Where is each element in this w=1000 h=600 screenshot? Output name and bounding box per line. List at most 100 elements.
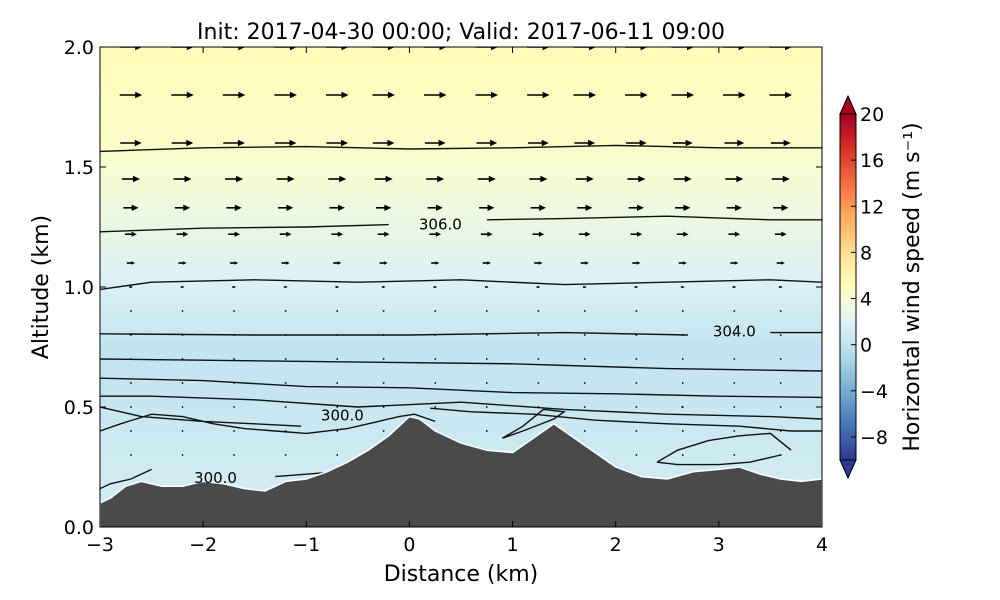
wind-vector — [176, 231, 189, 237]
x-axis-label: Distance (km) — [384, 562, 539, 587]
wind-vector — [724, 139, 745, 147]
wind-vector — [171, 139, 194, 147]
wind-vector — [534, 261, 543, 265]
wind-vector — [779, 430, 782, 432]
wind-vector — [537, 334, 540, 336]
wind-vector — [728, 231, 741, 237]
chart-title: Init: 2017-04-30 00:00; Valid: 2017-06-1… — [197, 20, 725, 45]
wind-vector — [130, 454, 132, 456]
wind-vector — [284, 406, 287, 408]
contour-line — [100, 144, 822, 153]
wind-vector — [583, 334, 586, 336]
wind-vector — [284, 430, 287, 432]
wind-vector — [281, 261, 290, 265]
wind-vector — [671, 47, 695, 51]
wind-vector — [181, 406, 184, 408]
x-tick-label: −3 — [86, 534, 114, 556]
wind-vector — [733, 310, 736, 312]
wind-vector — [733, 406, 736, 408]
wind-vector — [130, 430, 132, 432]
wind-vector — [372, 139, 395, 147]
wind-vector — [382, 430, 385, 432]
x-tick-label: 1 — [507, 534, 519, 556]
wind-vector — [278, 204, 294, 211]
wind-vector — [635, 334, 638, 336]
wind-vector — [583, 358, 586, 360]
wind-vector — [773, 204, 789, 211]
wind-vector — [180, 286, 185, 288]
wind-vector — [733, 382, 736, 384]
wind-vector — [723, 91, 746, 99]
wind-vector — [374, 175, 393, 183]
wind-vector — [119, 47, 143, 51]
wind-vector — [681, 310, 684, 312]
wind-vector — [274, 139, 297, 147]
wind-vector — [171, 91, 194, 99]
wind-vector — [480, 231, 493, 237]
y-axis: 0.0 0.5 1.0 1.5 2.0 — [64, 37, 822, 539]
wind-vector — [681, 334, 684, 336]
wind-vector — [681, 454, 684, 456]
contour-line — [430, 407, 822, 432]
wind-vector — [536, 286, 541, 288]
wind-vector — [672, 139, 693, 147]
wind-vector — [230, 261, 239, 265]
wind-vector — [130, 358, 132, 360]
wind-vector — [779, 310, 782, 312]
wind-vector — [434, 358, 437, 360]
wind-vector — [726, 204, 742, 211]
wind-vector — [233, 430, 235, 432]
wind-vector — [125, 231, 137, 237]
y-tick-label: 2.0 — [64, 37, 94, 59]
contour-line — [100, 468, 152, 490]
wind-vector — [776, 261, 785, 265]
wind-vector — [429, 231, 442, 237]
wind-vector — [336, 430, 339, 432]
wind-vector — [329, 204, 345, 211]
wind-vector — [233, 382, 235, 384]
wind-vector — [336, 454, 339, 456]
wind-vector — [372, 47, 395, 51]
wind-vector — [233, 406, 235, 408]
wind-vector — [171, 47, 194, 51]
x-tick-label: 4 — [816, 534, 828, 556]
wind-vector — [336, 406, 339, 408]
contour-line — [100, 377, 822, 399]
wind-vector — [580, 261, 589, 265]
wind-vector — [532, 231, 545, 237]
wind-vector — [233, 454, 235, 456]
wind-vector — [537, 406, 540, 408]
wind-vector — [778, 286, 783, 288]
wind-vector — [635, 358, 638, 360]
wind-vector — [680, 286, 685, 288]
wind-vector — [733, 454, 736, 456]
wind-vector — [335, 286, 340, 288]
wind-vector — [475, 91, 499, 99]
wind-vector — [577, 204, 593, 211]
wind-vector — [434, 406, 437, 408]
wind-vector — [375, 204, 392, 211]
wind-vector — [382, 406, 385, 408]
wind-vector — [120, 139, 142, 147]
wind-vector — [181, 382, 184, 384]
wind-vector — [284, 334, 287, 336]
colorbar-tick-label: 0 — [860, 335, 872, 357]
wind-vector — [475, 47, 499, 51]
wind-vector — [527, 47, 550, 51]
wind-vector — [181, 310, 184, 312]
contour-line — [656, 454, 781, 466]
wind-vector — [681, 406, 685, 408]
wind-vector — [121, 175, 140, 183]
wind-vector — [382, 334, 385, 336]
wind-vector — [232, 286, 236, 288]
colorbar-tick-label: 20 — [860, 104, 884, 126]
colorbar-tick-label: 8 — [860, 242, 872, 264]
wind-vector — [130, 334, 132, 336]
wind-vector — [681, 382, 684, 384]
contour-label: 304.0 — [713, 322, 756, 340]
wind-vector — [228, 231, 240, 237]
wind-vector — [423, 91, 447, 99]
wind-vector — [178, 261, 187, 265]
colorbar-tick-label: −8 — [860, 427, 888, 449]
